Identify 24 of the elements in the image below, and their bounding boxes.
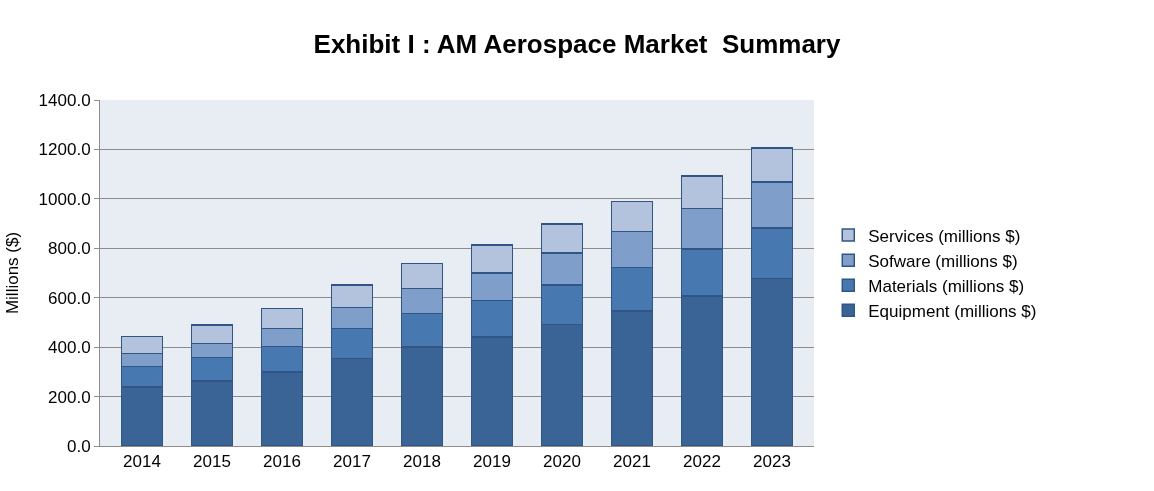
y-tick-label: 600.0 bbox=[48, 288, 91, 308]
x-tick-label: 2017 bbox=[333, 452, 371, 472]
legend-label: Services (millions $) bbox=[868, 226, 1021, 246]
x-tick-label: 2021 bbox=[613, 452, 651, 472]
chart-title: Exhibit I : AM Aerospace Market Summary bbox=[313, 28, 841, 59]
x-tick-label: 2018 bbox=[403, 452, 441, 472]
y-tick-label: 200.0 bbox=[48, 387, 91, 407]
x-tick-label: 2015 bbox=[193, 452, 231, 472]
y-tick-label: 800.0 bbox=[48, 239, 91, 259]
x-tick-label: 2020 bbox=[543, 452, 581, 472]
legend-label: Equipment (millions $) bbox=[868, 301, 1037, 321]
y-axis-title: Millions ($) bbox=[3, 231, 23, 315]
x-tick-label: 2016 bbox=[263, 452, 301, 472]
y-tick-label: 1400.0 bbox=[38, 90, 91, 110]
y-tick-label: 400.0 bbox=[48, 338, 91, 358]
y-tick-label: 0.0 bbox=[66, 436, 91, 456]
legend-label: Sofware (millions $) bbox=[868, 251, 1018, 271]
x-tick-label: 2023 bbox=[753, 452, 791, 472]
y-tick-label: 1200.0 bbox=[38, 140, 91, 160]
x-tick-label: 2022 bbox=[683, 452, 721, 472]
x-tick-label: 2014 bbox=[123, 452, 161, 472]
x-tick-label: 2019 bbox=[473, 452, 511, 472]
y-tick-label: 1000.0 bbox=[38, 189, 91, 209]
legend-label: Materials (millions $) bbox=[868, 276, 1025, 296]
